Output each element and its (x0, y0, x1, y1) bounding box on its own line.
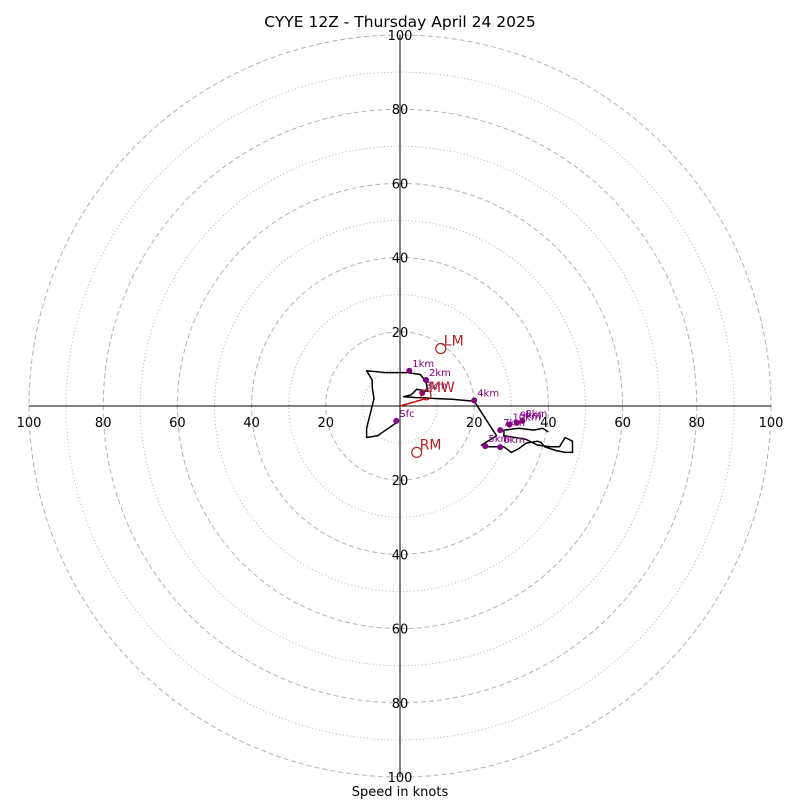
x-tick-label: 80 (95, 416, 112, 431)
x-tick-label: 60 (169, 416, 186, 431)
y-tick-label: 100 (388, 771, 413, 786)
shear-vector-line (399, 397, 427, 407)
storm-motion-markers: LM RM MW (411, 333, 464, 458)
height-marker (497, 427, 504, 434)
y-tick-label: 60 (392, 623, 409, 638)
x-tick-label: 100 (759, 416, 784, 431)
height-label: 9km (520, 411, 542, 422)
height-marker (393, 417, 400, 424)
x-tick-label: 20 (318, 416, 335, 431)
x-tick-label: 80 (689, 416, 706, 431)
motion-label: MW (429, 380, 455, 396)
y-tick-label: 80 (392, 103, 409, 118)
y-tick-label: 40 (392, 548, 409, 563)
x-tick-label: 60 (614, 416, 631, 431)
motion-label: LM (444, 333, 464, 349)
height-label: 4km (477, 388, 499, 399)
height-marker (471, 397, 478, 404)
height-markers: Sfc1km2km3km4km5km6km7km8km9km10km (393, 359, 547, 451)
height-marker (422, 377, 429, 384)
y-tick-label: 80 (392, 697, 409, 712)
height-label: 10km (512, 413, 540, 424)
x-axis-label: Speed in knots (352, 785, 449, 800)
y-tick-label: 20 (392, 474, 409, 489)
height-marker (406, 367, 413, 374)
motion-marker (420, 389, 432, 401)
motion-label: RM (420, 437, 442, 453)
tick-labels: 100 80 60 40 20 20 40 60 80 100 100 80 60 40 20 20 40 60 8… (17, 29, 784, 786)
motion-marker (435, 342, 447, 355)
height-label: 8km (525, 409, 547, 420)
height-marker (513, 419, 520, 426)
height-label: 6km (503, 435, 525, 446)
y-tick-label: 20 (392, 326, 409, 341)
chart-title: CYYE 12Z - Thursday April 24 2025 (264, 13, 535, 31)
height-marker (497, 444, 504, 451)
x-tick-label: 40 (540, 416, 557, 431)
x-tick-label: 20 (466, 416, 483, 431)
motion-marker (411, 446, 423, 458)
height-label: 3km (425, 381, 447, 392)
x-tick-label: 40 (243, 416, 260, 431)
y-tick-label: 60 (392, 177, 409, 192)
height-label: 1km (412, 359, 434, 370)
height-marker (519, 417, 526, 424)
height-label: 2km (429, 368, 451, 379)
y-tick-label: 100 (388, 29, 413, 44)
y-tick-label: 40 (392, 252, 409, 267)
shear-vector (399, 397, 427, 407)
height-marker (506, 421, 513, 428)
x-tick-label: 100 (17, 416, 42, 431)
height-label: Sfc (399, 409, 414, 420)
height-marker (482, 443, 489, 450)
height-label: 5km (488, 434, 510, 445)
